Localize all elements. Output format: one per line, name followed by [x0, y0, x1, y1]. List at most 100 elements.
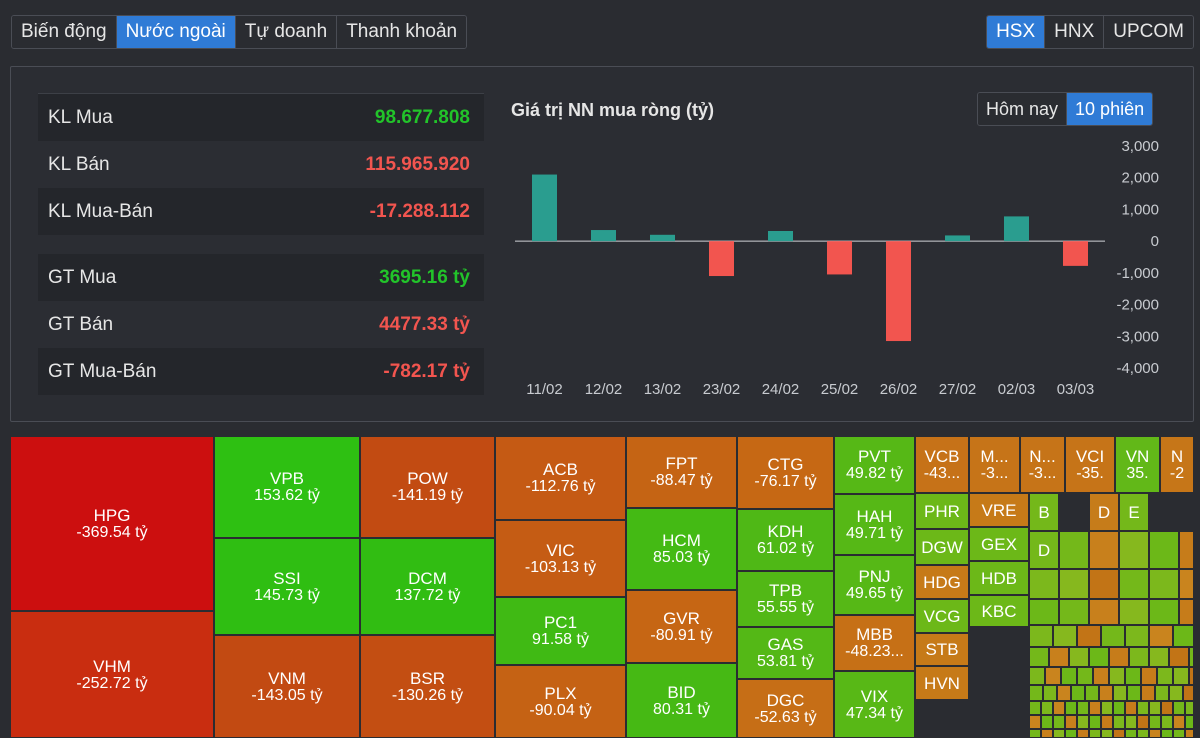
treemap-small-cell[interactable]: [1179, 531, 1194, 569]
treemap-small-cell[interactable]: [1173, 729, 1185, 738]
treemap-cell-hah[interactable]: HAH 49.71 tỷ: [834, 494, 915, 555]
treemap-cell-vnm[interactable]: VNM -143.05 tỷ: [214, 635, 360, 738]
treemap-cell-kbc[interactable]: KBC: [969, 595, 1029, 627]
treemap-cell-b[interactable]: B: [1029, 493, 1059, 531]
treemap-small-cell[interactable]: [1099, 685, 1113, 701]
treemap-small-cell[interactable]: [1059, 599, 1089, 625]
treemap-small-cell[interactable]: [1113, 701, 1125, 715]
treemap-cell-vre[interactable]: VRE: [969, 493, 1029, 527]
treemap-cell-e[interactable]: E: [1119, 493, 1149, 531]
treemap-small-cell[interactable]: [1101, 715, 1113, 729]
treemap-small-cell[interactable]: [1149, 701, 1161, 715]
treemap-small-cell[interactable]: [1059, 569, 1089, 599]
treemap-cell-hcm[interactable]: HCM 85.03 tỷ: [626, 508, 737, 590]
treemap-small-cell[interactable]: [1149, 715, 1161, 729]
treemap-small-cell[interactable]: [1169, 685, 1183, 701]
treemap-small-cell[interactable]: [1029, 569, 1059, 599]
exchange-button-hsx[interactable]: HSX: [987, 16, 1046, 48]
treemap-small-cell[interactable]: [1053, 625, 1077, 647]
treemap-small-cell[interactable]: [1101, 625, 1125, 647]
treemap-small-cell[interactable]: [1101, 701, 1113, 715]
treemap-cell-pvt[interactable]: PVT 49.82 tỷ: [834, 436, 915, 494]
treemap-small-cell[interactable]: [1089, 569, 1119, 599]
bar-25-02[interactable]: [827, 241, 852, 275]
treemap-small-cell[interactable]: [1173, 625, 1194, 647]
treemap-cell-vic[interactable]: VIC -103.13 tỷ: [495, 520, 626, 597]
treemap-small-cell[interactable]: [1085, 685, 1099, 701]
treemap-small-cell[interactable]: [1053, 715, 1065, 729]
treemap-small-cell[interactable]: [1029, 701, 1041, 715]
treemap-small-cell[interactable]: [1149, 625, 1173, 647]
treemap-small-cell[interactable]: [1029, 667, 1045, 685]
treemap-cell-vix[interactable]: VIX 47.34 tỷ: [834, 671, 915, 738]
treemap-small-cell[interactable]: [1141, 667, 1157, 685]
treemap-small-cell[interactable]: [1089, 531, 1119, 569]
treemap-cell-stb[interactable]: STB: [915, 633, 969, 666]
treemap-small-cell[interactable]: [1137, 701, 1149, 715]
treemap-small-cell[interactable]: [1041, 715, 1053, 729]
treemap-small-cell[interactable]: [1119, 531, 1149, 569]
bar-24-02[interactable]: [768, 230, 793, 242]
bar-02-03[interactable]: [1004, 216, 1029, 242]
treemap-small-cell[interactable]: [1071, 685, 1085, 701]
treemap-small-cell[interactable]: [1053, 729, 1065, 738]
treemap-cell-d[interactable]: D: [1089, 493, 1119, 531]
treemap-cell-bid[interactable]: BID 80.31 tỷ: [626, 663, 737, 738]
treemap-cell-ssi[interactable]: SSI 145.73 tỷ: [214, 538, 360, 635]
tab-nuoc-ngoai[interactable]: Nước ngoài: [116, 16, 236, 48]
treemap-cell-pnj[interactable]: PNJ 49.65 tỷ: [834, 555, 915, 615]
treemap-small-cell[interactable]: [1173, 667, 1189, 685]
treemap-cell-phr[interactable]: PHR: [915, 493, 969, 529]
treemap-small-cell[interactable]: [1077, 625, 1101, 647]
treemap-small-cell[interactable]: [1189, 647, 1194, 667]
treemap-cell-vhm[interactable]: VHM -252.72 tỷ: [10, 611, 214, 738]
treemap-small-cell[interactable]: [1089, 647, 1109, 667]
treemap-cell-gex[interactable]: GEX: [969, 527, 1029, 561]
treemap-cell-n[interactable]: N... -3...: [1020, 436, 1065, 493]
treemap-small-cell[interactable]: [1029, 729, 1041, 738]
treemap-small-cell[interactable]: [1113, 715, 1125, 729]
treemap-cell-gas[interactable]: GAS 53.81 tỷ: [737, 627, 834, 679]
treemap-small-cell[interactable]: [1101, 729, 1113, 738]
treemap-small-cell[interactable]: [1089, 729, 1101, 738]
treemap-small-cell[interactable]: [1161, 715, 1173, 729]
exchange-button-hnx[interactable]: HNX: [1045, 16, 1105, 48]
treemap-cell-hdg[interactable]: HDG: [915, 565, 969, 599]
treemap-small-cell[interactable]: [1119, 599, 1149, 625]
treemap-small-cell[interactable]: [1029, 685, 1043, 701]
treemap-small-cell[interactable]: [1077, 701, 1089, 715]
treemap-small-cell[interactable]: [1161, 701, 1173, 715]
treemap-cell-pc1[interactable]: PC1 91.58 tỷ: [495, 597, 626, 665]
treemap-small-cell[interactable]: [1043, 685, 1057, 701]
treemap-cell-d[interactable]: D: [1029, 531, 1059, 569]
treemap-small-cell[interactable]: [1029, 625, 1053, 647]
treemap-small-cell[interactable]: [1127, 685, 1141, 701]
bar-27-02[interactable]: [945, 235, 970, 242]
tab-tu-doanh[interactable]: Tự doanh: [235, 16, 338, 48]
treemap-small-cell[interactable]: [1149, 599, 1179, 625]
treemap-small-cell[interactable]: [1041, 701, 1053, 715]
treemap-cell-fpt[interactable]: FPT -88.47 tỷ: [626, 436, 737, 508]
treemap-small-cell[interactable]: [1119, 569, 1149, 599]
treemap-cell-vci[interactable]: VCI -35.: [1065, 436, 1115, 493]
treemap-small-cell[interactable]: [1089, 599, 1119, 625]
treemap-small-cell[interactable]: [1173, 715, 1185, 729]
treemap-small-cell[interactable]: [1113, 685, 1127, 701]
treemap-cell-plx[interactable]: PLX -90.04 tỷ: [495, 665, 626, 738]
treemap-small-cell[interactable]: [1125, 667, 1141, 685]
treemap-cell-dgc[interactable]: DGC -52.63 tỷ: [737, 679, 834, 738]
treemap-small-cell[interactable]: [1065, 715, 1077, 729]
treemap-cell-vcg[interactable]: VCG: [915, 599, 969, 633]
bar-11-02[interactable]: [532, 174, 557, 242]
exchange-button-upcom[interactable]: UPCOM: [1104, 16, 1193, 48]
treemap-small-cell[interactable]: [1185, 715, 1194, 729]
treemap-small-cell[interactable]: [1183, 685, 1194, 701]
treemap-cell-hvn[interactable]: HVN: [915, 666, 969, 700]
treemap-small-cell[interactable]: [1179, 599, 1194, 625]
treemap-small-cell[interactable]: [1161, 729, 1173, 738]
treemap-small-cell[interactable]: [1125, 729, 1137, 738]
treemap-small-cell[interactable]: [1077, 667, 1093, 685]
treemap-small-cell[interactable]: [1129, 647, 1149, 667]
treemap-cell-mbb[interactable]: MBB -48.23...: [834, 615, 915, 671]
treemap-small-cell[interactable]: [1149, 531, 1179, 569]
